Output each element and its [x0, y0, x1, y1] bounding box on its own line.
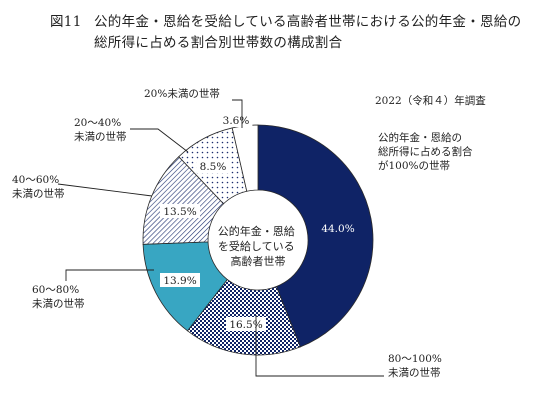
- center-label: 公的年金・恩給 を受給している 高齢者世帯: [218, 224, 299, 268]
- category-label-s0: 20%未満の世帯: [144, 87, 220, 100]
- chart-title: 図11 公的年金・恩給を受給している高齢者世帯における公的年金・恩給の総所得に占…: [50, 12, 530, 54]
- category-label-s0-line-1: 20%未満の世帯: [144, 87, 220, 100]
- value-label-bg-s60: [160, 273, 200, 287]
- leader-line-s40: [57, 183, 153, 197]
- category-labels-group: 公的年金・恩給の総所得に占める割合が100%の世帯80～100%未満の世帯60～…: [12, 87, 473, 379]
- category-label-s20-line-2: 未満の世帯: [74, 130, 127, 143]
- category-label-s60-line-1: 60～80%: [32, 284, 79, 296]
- value-label-bg-s20: [196, 159, 230, 173]
- survey-note: 2022（令和４）年調査: [375, 94, 486, 107]
- leader-line-s20: [130, 128, 189, 153]
- center-label-line-3: 高齢者世帯: [231, 254, 286, 268]
- figure-title: 公的年金・恩給を受給している高齢者世帯における公的年金・恩給の総所得に占める割合…: [94, 14, 522, 51]
- category-label-s20-line-1: 20～40%: [74, 117, 121, 129]
- category-label-s60-line-2: 未満の世帯: [32, 297, 85, 310]
- value-label-s20: 8.5%: [200, 161, 227, 173]
- value-label-s60: 13.9%: [163, 275, 196, 287]
- category-label-s100-line-1: 公的年金・恩給の: [378, 131, 462, 144]
- category-label-s40-line-1: 40～60%: [12, 174, 59, 186]
- category-label-s20: 20～40%未満の世帯: [74, 117, 127, 143]
- value-label-bg-s0: [219, 113, 253, 127]
- leader-lines-group: [57, 99, 384, 377]
- center-label-line-2: を受給している: [218, 239, 295, 253]
- value-label-s0: 3.6%: [223, 115, 250, 127]
- category-label-s80: 80～100%未満の世帯: [388, 353, 442, 379]
- leader-line-s60: [65, 269, 154, 281]
- category-label-s80-line-1: 80～100%: [388, 353, 442, 365]
- leader-line-s80: [255, 315, 384, 377]
- value-label-bg-s40: [160, 204, 200, 218]
- category-label-s100-line-2: 総所得に占める割合: [378, 145, 473, 158]
- slice-s100: [257, 124, 374, 348]
- value-label-s80: 16.5%: [229, 319, 262, 331]
- category-label-s40-line-2: 未満の世帯: [12, 187, 65, 200]
- category-label-s80-line-2: 未満の世帯: [388, 366, 441, 379]
- category-label-s40: 40～60%未満の世帯: [12, 174, 65, 200]
- category-label-s100: 公的年金・恩給の総所得に占める割合が100%の世帯: [378, 131, 473, 172]
- slices-group: [142, 124, 374, 356]
- value-label-s40: 13.5%: [163, 206, 196, 218]
- category-label-s60: 60～80%未満の世帯: [32, 284, 85, 310]
- center-label-line-1: 公的年金・恩給: [218, 224, 295, 238]
- value-label-s100: 44.0%: [321, 223, 354, 235]
- figure-number: 図11: [50, 14, 82, 30]
- category-label-s100-line-3: が100%の世帯: [378, 159, 450, 172]
- leader-line-s0: [232, 99, 243, 128]
